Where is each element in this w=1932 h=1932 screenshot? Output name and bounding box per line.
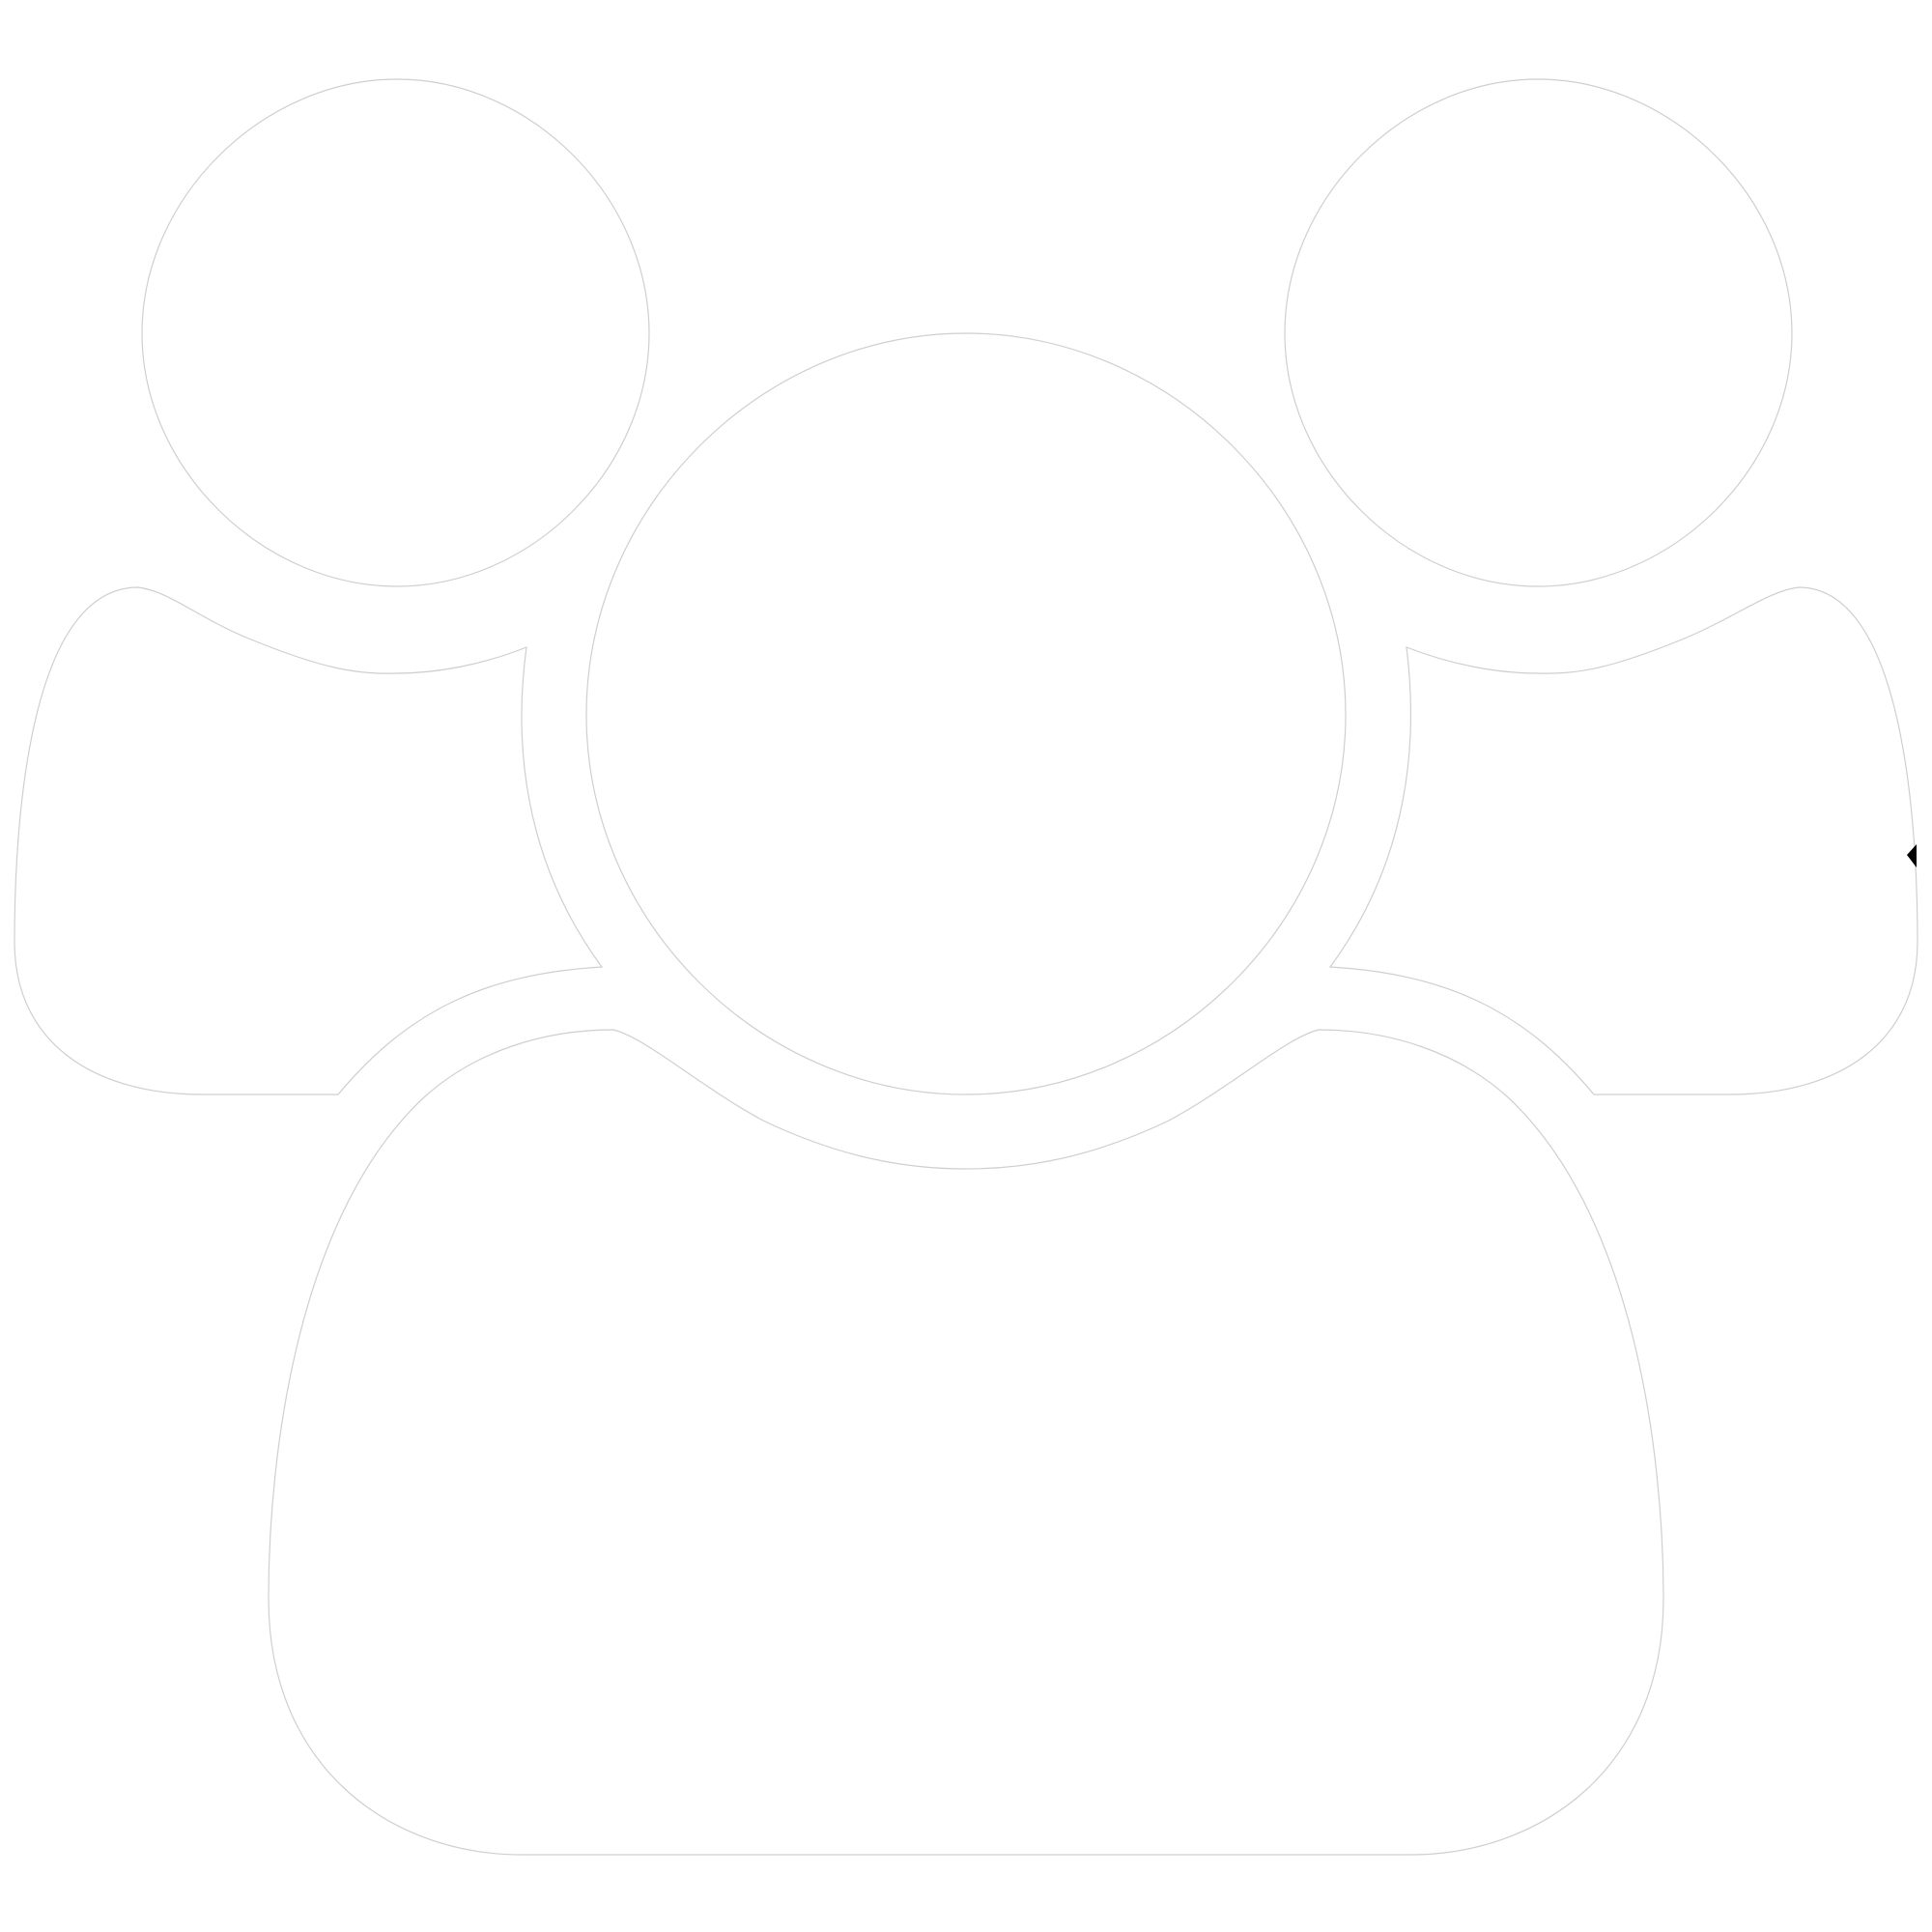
- center-person-body: [268, 1029, 1664, 1856]
- right-person-head: [1284, 78, 1793, 587]
- left-person-body: [14, 586, 604, 1095]
- right-person-icon: [1284, 78, 1918, 1095]
- edge-marker-icon: [1907, 844, 1917, 867]
- center-person-head: [585, 332, 1347, 1095]
- center-person-icon: [268, 332, 1664, 1856]
- left-person-icon: [14, 78, 650, 1095]
- left-person-head: [141, 78, 650, 587]
- right-person-body: [1328, 586, 1918, 1095]
